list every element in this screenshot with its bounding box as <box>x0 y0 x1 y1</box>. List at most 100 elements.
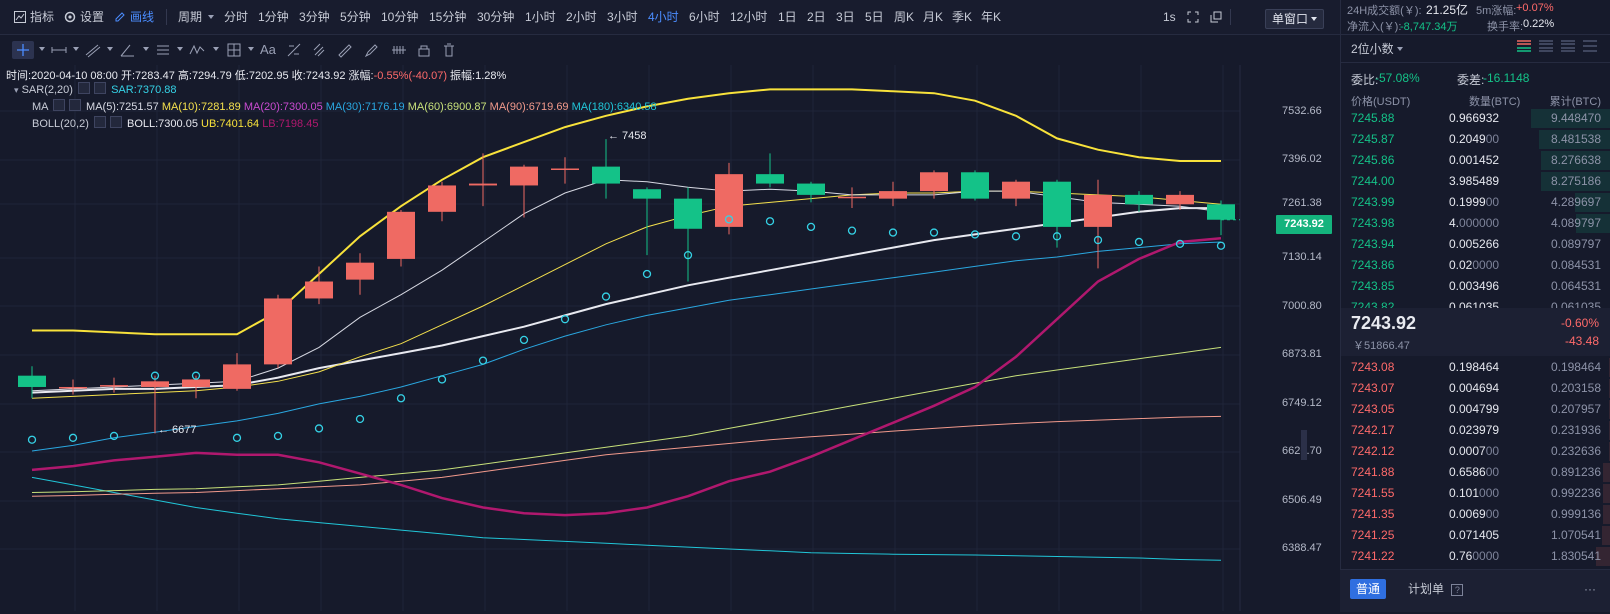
interval-tab[interactable]: 2小时 <box>566 10 597 24</box>
magnet-tool[interactable] <box>311 41 327 59</box>
more-icon[interactable]: ··· <box>1584 582 1596 596</box>
ask-row[interactable]: 7244.00 3.985489 8.275186 <box>1341 171 1610 192</box>
interval-tab[interactable]: 4小时 <box>648 10 679 24</box>
interval-tab[interactable]: 10分钟 <box>381 10 419 24</box>
chevron-down-icon[interactable] <box>177 47 183 51</box>
interval-tab[interactable]: 12小时 <box>730 10 768 24</box>
horizontal-line-tool[interactable] <box>50 41 68 59</box>
kline-chart[interactable] <box>0 65 1340 611</box>
close-icon[interactable] <box>109 116 122 128</box>
close-icon[interactable] <box>94 82 107 94</box>
sar-dot <box>1011 232 1021 241</box>
ask-row[interactable]: 7245.86 0.001452 8.276638 <box>1341 150 1610 171</box>
interval-tab[interactable]: 1日 <box>778 10 797 24</box>
wave-tool[interactable] <box>188 41 206 59</box>
settings-icon[interactable] <box>78 82 91 94</box>
interval-tab[interactable]: 5分钟 <box>340 10 371 24</box>
interval-tab[interactable]: 1小时 <box>525 10 556 24</box>
interval-tab[interactable]: 30分钟 <box>477 10 515 24</box>
interval-tab[interactable]: 1分钟 <box>258 10 289 24</box>
bid-row[interactable]: 7243.08 0.198464 0.198464 <box>1341 357 1610 378</box>
fibonacci-tool[interactable] <box>286 41 302 59</box>
bid-row[interactable]: 7241.88 0.658600 0.891236 <box>1341 462 1610 483</box>
interval-tab[interactable]: 月K <box>923 10 944 24</box>
chart-canvas[interactable] <box>0 65 1340 611</box>
brush-tool[interactable] <box>363 41 381 59</box>
ask-row[interactable]: 7243.94 0.005266 0.089797 <box>1341 234 1610 255</box>
chevron-down-icon[interactable] <box>143 47 149 51</box>
help-icon[interactable]: ? <box>1451 584 1464 596</box>
bid-row[interactable]: 7242.12 0.000700 0.232636 <box>1341 441 1610 462</box>
tab-plan[interactable]: 计划单 ? <box>1408 579 1464 599</box>
chevron-down-icon[interactable] <box>39 47 45 51</box>
refresh-rate[interactable]: 1s <box>1163 10 1176 24</box>
indicator-button[interactable]: 指标 <box>14 0 54 34</box>
window-mode-dropdown[interactable]: 单窗口 <box>1265 9 1325 29</box>
period-dropdown[interactable]: 周期 <box>178 0 215 34</box>
ask-row[interactable]: 7243.98 4.000000 4.089797 <box>1341 213 1610 234</box>
tab-normal[interactable]: 普通 <box>1350 579 1387 599</box>
interval-tab[interactable]: 2日 <box>807 10 826 24</box>
panel-collapse-handle[interactable] <box>1301 430 1307 460</box>
ask-row[interactable]: 7245.88 0.966932 9.448470 <box>1341 108 1610 129</box>
interval-tab[interactable]: 3分钟 <box>299 10 330 24</box>
last-price-cny: ￥51866.47 <box>1353 340 1410 352</box>
trend-line-tool[interactable] <box>84 41 102 59</box>
ma180-value: MA(180):6340.58 <box>571 101 657 113</box>
interval-tab[interactable]: 周K <box>894 10 915 24</box>
fibonacci-icon <box>287 43 301 57</box>
price-tick-label: 7532.66 <box>1282 105 1322 117</box>
bid-row[interactable]: 7243.05 0.004799 0.207957 <box>1341 399 1610 420</box>
boll-lower-line <box>31 236 1222 517</box>
indicator-icon <box>14 11 26 23</box>
angle-tool[interactable] <box>118 41 136 59</box>
ask-row[interactable]: 7243.85 0.003496 0.064531 <box>1341 276 1610 297</box>
delete-drawings-button[interactable] <box>442 41 456 59</box>
ask-row[interactable]: 7243.86 0.020000 0.084531 <box>1341 255 1610 276</box>
view-bids-button[interactable] <box>1539 40 1553 55</box>
chevron-down-icon[interactable] <box>248 47 254 51</box>
view-both-button[interactable] <box>1517 40 1531 55</box>
crosshair-tool[interactable] <box>12 41 34 59</box>
bid-row[interactable]: 7241.55 0.101000 0.992236 <box>1341 483 1610 504</box>
interval-tab[interactable]: 3日 <box>836 10 855 24</box>
interval-tab[interactable]: 6小时 <box>689 10 720 24</box>
ask-row[interactable]: 7245.87 0.204900 8.481538 <box>1341 129 1610 150</box>
interval-tab[interactable]: 5日 <box>865 10 884 24</box>
bid-row[interactable]: 7243.07 0.004694 0.203158 <box>1341 378 1610 399</box>
order-cumulative: 4.289697 <box>1550 195 1601 209</box>
chevron-down-icon[interactable] <box>213 47 219 51</box>
interval-tab[interactable]: 3小时 <box>607 10 638 24</box>
chevron-down-icon[interactable] <box>73 47 79 51</box>
view-asks-button[interactable] <box>1561 40 1575 55</box>
settings-icon[interactable] <box>52 99 65 111</box>
view-list-button[interactable] <box>1583 40 1597 55</box>
interval-tab[interactable]: 15分钟 <box>429 10 467 24</box>
collapse-icon[interactable]: ▾ <box>14 85 19 95</box>
draw-button[interactable]: 画线 <box>114 0 154 34</box>
bid-row[interactable]: 7241.25 0.071405 1.070541 <box>1341 525 1610 546</box>
measure-tool[interactable] <box>390 41 408 59</box>
bid-row[interactable]: 7241.35 0.006900 0.999136 <box>1341 504 1610 525</box>
sar-dot <box>68 433 78 442</box>
settings-button[interactable]: 设置 <box>64 0 104 34</box>
bid-row[interactable]: 7241.22 0.760000 1.830541 <box>1341 546 1610 567</box>
lock-tool[interactable] <box>417 41 431 59</box>
fullscreen-button[interactable] <box>1187 0 1199 34</box>
bid-row[interactable]: 7242.17 0.023979 0.231936 <box>1341 420 1610 441</box>
parallel-lines-tool[interactable] <box>154 41 172 59</box>
ruler-tool[interactable] <box>336 41 352 59</box>
popout-button[interactable] <box>1210 0 1222 34</box>
text-tool[interactable]: Aa <box>260 42 276 57</box>
interval-tab[interactable]: 分时 <box>224 10 249 24</box>
interval-tab[interactable]: 季K <box>952 10 973 24</box>
chevron-down-icon[interactable] <box>107 47 113 51</box>
depth-bar <box>1603 463 1610 482</box>
interval-tab[interactable]: 年K <box>981 10 1002 24</box>
order-cumulative: 1.070541 <box>1550 528 1601 542</box>
settings-icon[interactable] <box>93 116 106 128</box>
close-icon[interactable] <box>68 99 81 111</box>
precision-dropdown[interactable]: 2位小数 <box>1351 40 1403 57</box>
grid-tool[interactable] <box>226 41 242 59</box>
ask-row[interactable]: 7243.99 0.199900 4.289697 <box>1341 192 1610 213</box>
